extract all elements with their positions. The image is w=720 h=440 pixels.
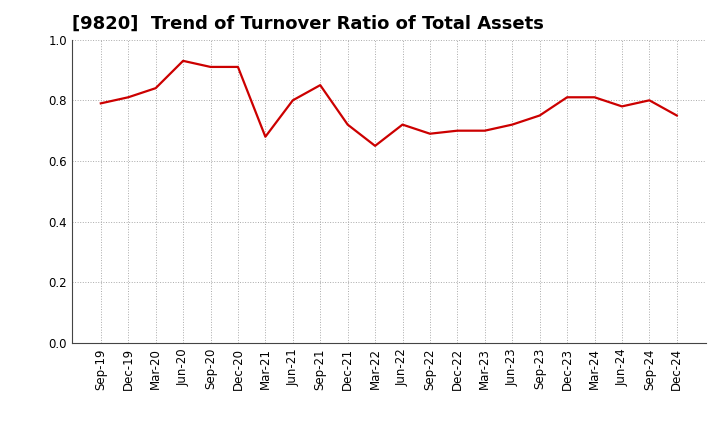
Text: [9820]  Trend of Turnover Ratio of Total Assets: [9820] Trend of Turnover Ratio of Total … xyxy=(72,15,544,33)
